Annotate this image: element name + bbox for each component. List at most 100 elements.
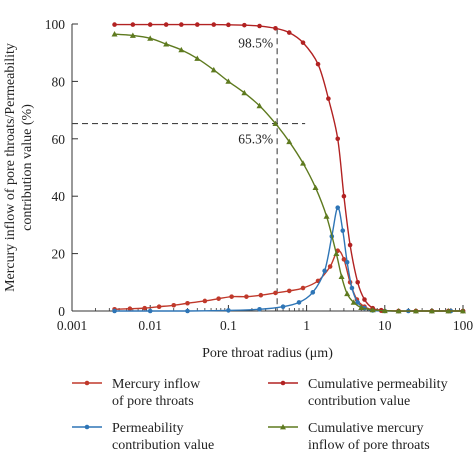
data-point	[272, 120, 279, 126]
legend-swatch-marker	[84, 424, 90, 430]
data-point	[256, 102, 263, 109]
data-point	[286, 30, 292, 35]
data-point	[312, 184, 319, 190]
data-point	[326, 96, 331, 101]
series-line	[114, 249, 463, 312]
data-point	[225, 78, 232, 84]
y-tick-label: 100	[45, 17, 66, 32]
data-point	[333, 250, 340, 256]
series-3	[112, 22, 466, 314]
annotations: 98.5% 65.3%	[238, 35, 273, 146]
legend-label: of pore throats	[112, 394, 194, 409]
data-point	[323, 213, 330, 219]
data-point	[178, 46, 185, 53]
data-point	[315, 61, 321, 67]
data-point	[194, 55, 201, 61]
x-axis-title: Pore throat radius (μm)	[202, 346, 333, 361]
data-point	[350, 299, 357, 305]
data-point	[226, 308, 231, 313]
data-point	[355, 300, 360, 305]
data-point	[300, 285, 306, 291]
axes: 0.001 0.01 0.1 1 10 100 0 20 40 60 80 100 Pore throa…	[3, 17, 473, 361]
data-point	[129, 32, 136, 38]
data-point	[147, 22, 153, 27]
data-point	[286, 138, 293, 145]
series-line	[114, 33, 463, 312]
y-axis-title: Mercury inflow of pore throats/Permeabil…	[3, 43, 18, 292]
data-point	[395, 308, 402, 314]
data-point	[296, 300, 302, 305]
data-point	[130, 22, 136, 27]
legend-label: inflow of pore throats	[308, 438, 430, 453]
data-point	[310, 290, 316, 295]
legend-label: Mercury inflow	[112, 377, 201, 392]
legend-label: Permeability	[112, 421, 184, 436]
legend: Mercury inflow of pore throats Permeabilit…	[72, 377, 448, 453]
data-point	[257, 306, 262, 312]
data-point	[273, 290, 278, 296]
data-point	[211, 22, 217, 27]
y-tick-label: 0	[58, 304, 65, 319]
y-tick-label: 40	[52, 189, 66, 204]
series-line	[114, 206, 463, 312]
legend-label: Cumulative mercury	[308, 421, 423, 436]
data-point	[300, 40, 306, 45]
legend-item-4: Cumulative mercury inflow of pore throats	[268, 421, 430, 453]
data-point	[194, 22, 200, 27]
legend-item-1: Mercury inflow of pore throats	[72, 377, 201, 409]
y-tick-label: 60	[52, 132, 66, 147]
data-point	[344, 259, 350, 265]
data-point	[381, 307, 388, 314]
legend-label: Cumulative permeability	[308, 377, 448, 392]
data-point	[241, 89, 248, 96]
annotation-label: 65.3%	[238, 132, 273, 147]
data-point	[341, 257, 347, 262]
data-point	[163, 41, 170, 47]
data-point	[412, 308, 419, 314]
data-point	[185, 300, 190, 306]
data-point	[341, 193, 347, 199]
data-point	[111, 31, 118, 37]
series-2	[112, 205, 466, 314]
legend-label: contribution value	[112, 438, 214, 453]
data-point	[369, 306, 376, 313]
legend-swatch-marker	[280, 424, 286, 430]
data-point	[226, 22, 231, 28]
data-point	[273, 26, 278, 31]
legend-item-3: Cumulative permeability contribution valu…	[268, 377, 448, 409]
data-point	[216, 296, 221, 301]
x-tick-label: 0.01	[138, 318, 162, 333]
series-line	[114, 23, 463, 312]
x-tick-label: 10	[378, 318, 392, 333]
data-point	[428, 308, 435, 314]
data-point	[112, 308, 117, 314]
data-point	[338, 273, 345, 279]
annotation-label: 98.5%	[238, 35, 273, 50]
legend-swatch-marker	[280, 380, 286, 386]
data-point	[163, 22, 169, 27]
data-point	[179, 22, 184, 27]
legend-label: contribution value	[308, 394, 410, 409]
data-point	[242, 22, 247, 28]
data-point	[185, 308, 190, 314]
data-point	[340, 228, 346, 233]
x-tick-label: 100	[453, 318, 474, 333]
data-point	[300, 160, 307, 166]
data-point	[147, 308, 153, 314]
legend-swatch-marker	[84, 380, 90, 386]
data-point	[147, 35, 154, 41]
series-4	[111, 31, 466, 314]
y-tick-label: 20	[52, 247, 66, 262]
data-point	[202, 298, 208, 304]
data-point	[210, 66, 217, 73]
data-point	[347, 242, 353, 248]
data-point	[142, 305, 147, 311]
data-point	[322, 268, 327, 274]
data-point	[112, 22, 117, 27]
data-point	[327, 264, 333, 269]
data-point	[358, 304, 365, 310]
data-point	[229, 294, 234, 299]
series-group	[111, 22, 466, 314]
data-point	[445, 308, 452, 314]
